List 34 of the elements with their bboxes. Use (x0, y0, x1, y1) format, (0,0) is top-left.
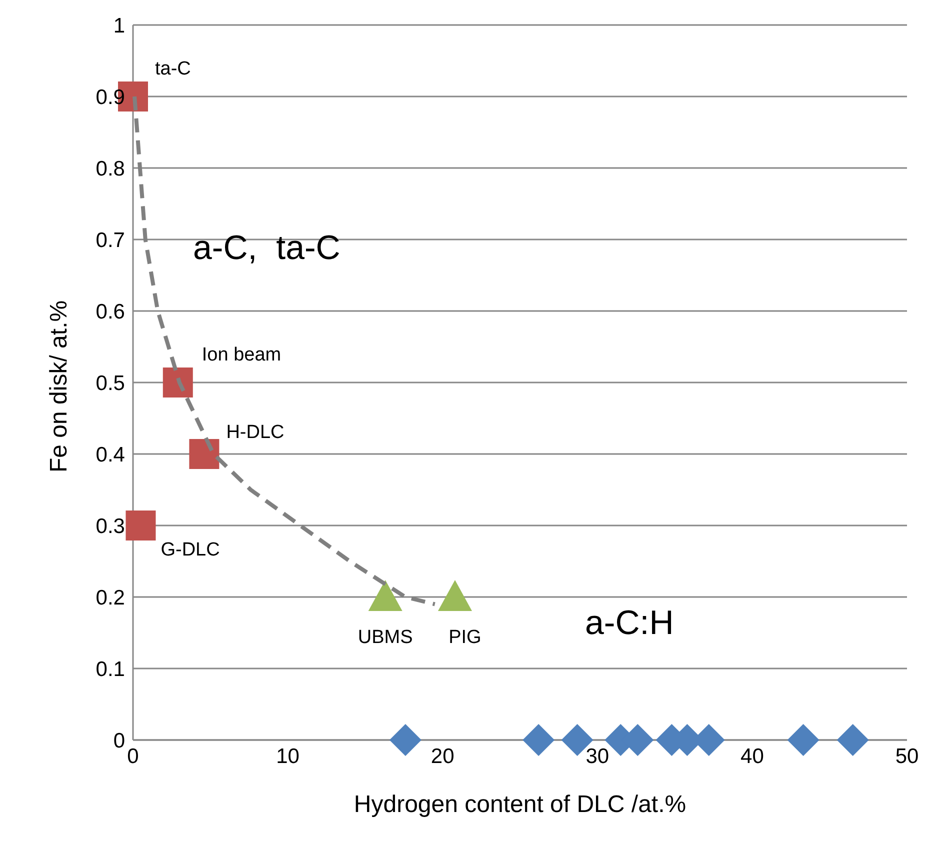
annotation: UBMS (358, 627, 413, 648)
y-tick-label: 0.2 (96, 586, 125, 610)
point (389, 724, 422, 756)
x-tick-label: 50 (895, 744, 919, 768)
annotation: a-C:H (585, 604, 674, 642)
y-tick-label: 0 (113, 729, 125, 752)
x-tick-label: 20 (430, 744, 454, 768)
point (438, 580, 472, 611)
y-axis-title: Fe on disk/ at.% (46, 300, 73, 472)
point (787, 724, 820, 756)
x-tick-label: 10 (276, 744, 300, 768)
x-tick-label: 30 (586, 744, 610, 768)
point (368, 580, 402, 611)
annotation: H-DLC (226, 422, 284, 443)
annotation: G-DLC (160, 540, 220, 560)
point (189, 439, 220, 469)
y-tick-label: 1 (113, 14, 125, 38)
y-tick-label: 0.3 (96, 514, 125, 538)
annotation: PIG (448, 627, 482, 648)
y-tick-label: 0.7 (96, 228, 125, 252)
y-tick-label: 0.1 (96, 658, 125, 681)
y-tick-label: 0.6 (96, 300, 125, 324)
point (126, 510, 156, 540)
annotation: ta-C (155, 58, 191, 80)
point (162, 368, 193, 398)
y-tick-label: 0.4 (96, 443, 126, 466)
y-tick-label: 0.8 (96, 157, 125, 180)
annotation: a-C, ta-C (193, 229, 340, 267)
x-axis-title: Hydrogen content of DLC /at.% (354, 791, 686, 818)
annotation: Ion beam (202, 344, 282, 366)
x-tick-label: 40 (740, 744, 764, 768)
point (836, 724, 869, 756)
point (522, 724, 555, 756)
y-tick-label: 0.5 (96, 372, 125, 395)
